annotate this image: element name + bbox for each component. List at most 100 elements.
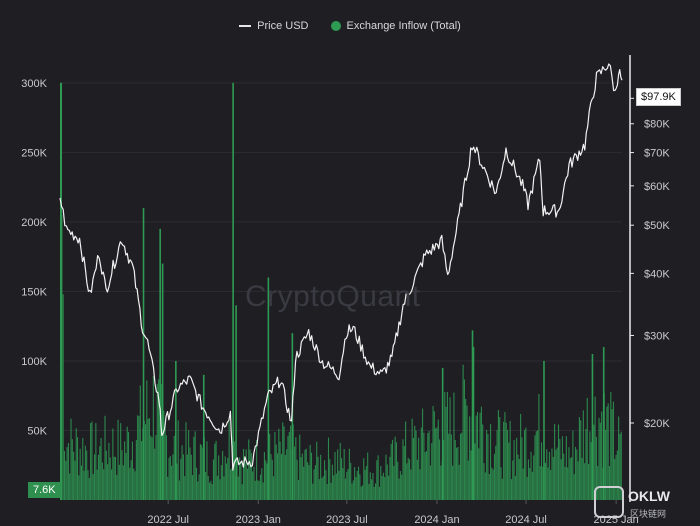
inflow-bar	[572, 430, 574, 500]
inflow-bar	[496, 430, 498, 500]
inflow-bar	[439, 439, 441, 500]
inflow-bar	[261, 468, 263, 500]
inflow-bar	[500, 467, 502, 500]
inflow-bar	[568, 447, 570, 500]
line-swatch-icon	[239, 25, 252, 27]
inflow-bar	[305, 448, 307, 500]
inflow-bar	[237, 476, 239, 500]
inflow-bar	[571, 457, 573, 500]
inflow-bar	[440, 465, 442, 500]
inflow-bar	[224, 456, 226, 500]
inflow-bar	[612, 401, 614, 500]
left-tick-label: 200K	[21, 217, 47, 229]
inflow-bar	[343, 449, 345, 500]
inflow-bar	[78, 475, 80, 500]
x-tick-label: 2024 Jul	[505, 514, 547, 526]
inflow-bar	[610, 392, 612, 500]
inflow-bar	[595, 436, 597, 500]
inflow-bar	[80, 465, 83, 500]
inflow-bar	[310, 452, 313, 500]
inflow-bar	[594, 396, 596, 500]
inflow-bar	[479, 412, 481, 500]
inflow-bar	[557, 424, 560, 500]
inflow-bar	[169, 455, 171, 500]
inflow-bar	[492, 469, 494, 500]
inflow-bar	[577, 461, 579, 500]
inflow-bar	[195, 467, 198, 500]
inflow-bar	[239, 457, 241, 500]
inflow-bar	[334, 451, 336, 500]
inflow-bar	[615, 454, 617, 500]
inflow-bar	[190, 454, 192, 500]
inflow-bar	[378, 486, 381, 500]
inflow-bar	[131, 441, 133, 500]
legend-item-inflow[interactable]: Exchange Inflow (Total)	[330, 20, 461, 32]
inflow-bar	[288, 431, 290, 500]
inflow-bar	[184, 476, 186, 500]
legend: Price USD Exchange Inflow (Total)	[0, 20, 700, 32]
inflow-bar	[84, 445, 86, 500]
inflow-bar	[244, 463, 246, 500]
inflow-bar	[214, 443, 216, 500]
inflow-bar	[266, 463, 268, 500]
inflow-bar	[116, 474, 118, 500]
inflow-bar	[446, 391, 448, 500]
inflow-bar	[559, 439, 561, 500]
inflow-bar	[109, 457, 111, 500]
inflow-bar	[420, 427, 422, 500]
inflow-bar	[563, 453, 565, 500]
inflow-bar	[90, 423, 92, 500]
inflow-bar	[424, 452, 426, 500]
inflow-bar	[122, 465, 124, 500]
inflow-bar	[556, 447, 558, 500]
inflow-bar	[475, 415, 477, 500]
inflow-bar	[320, 454, 322, 500]
inflow-bar	[245, 449, 247, 500]
inflow-bar	[118, 464, 120, 500]
inflow-bar	[192, 475, 194, 500]
inflow-bar	[368, 483, 370, 500]
price-line	[59, 63, 623, 471]
inflow-bar	[533, 455, 535, 500]
inflow-bar	[550, 469, 552, 500]
inflow-bar	[164, 424, 166, 500]
inflow-bars	[60, 82, 622, 501]
inflow-bar	[354, 467, 356, 500]
price-last-badge: $97.9K	[636, 88, 681, 106]
inflow-bar	[546, 449, 548, 500]
inflow-bar	[614, 458, 616, 500]
inflow-bar	[199, 444, 201, 500]
inflow-bar	[465, 398, 467, 500]
inflow-bar	[120, 423, 122, 500]
inflow-bar	[117, 419, 119, 500]
inflow-bar	[152, 375, 154, 500]
inflow-bar	[418, 437, 420, 500]
inflow-bar	[110, 469, 113, 500]
inflow-bar	[194, 431, 196, 500]
axes: 50K 100K 150K 200K 250K 300K $20K $30K $40K $50K $…	[21, 55, 670, 526]
inflow-bar	[514, 475, 516, 500]
inflow-bar	[228, 421, 230, 500]
right-tick-label: $50K	[644, 220, 670, 232]
inflow-bar	[395, 442, 397, 500]
inflow-bar	[273, 476, 275, 500]
inflow-bar	[189, 447, 191, 500]
inflow-bar	[369, 472, 371, 500]
inflow-bar	[593, 424, 595, 500]
inflow-bar	[497, 410, 499, 500]
inflow-bar	[427, 433, 429, 500]
left-tick-label: 50K	[27, 425, 47, 437]
inflow-bar	[488, 474, 490, 500]
inflow-bar	[278, 428, 280, 500]
inflow-bar	[181, 445, 183, 500]
inflow-bar	[389, 456, 391, 500]
inflow-bar	[66, 447, 68, 500]
inflow-bar	[348, 448, 350, 500]
inflow-bar	[125, 452, 127, 500]
inflow-bar	[521, 437, 523, 500]
inflow-bar	[347, 468, 349, 500]
inflow-bar	[495, 445, 497, 500]
legend-item-price[interactable]: Price USD	[239, 20, 309, 32]
inflow-bar	[457, 446, 459, 500]
